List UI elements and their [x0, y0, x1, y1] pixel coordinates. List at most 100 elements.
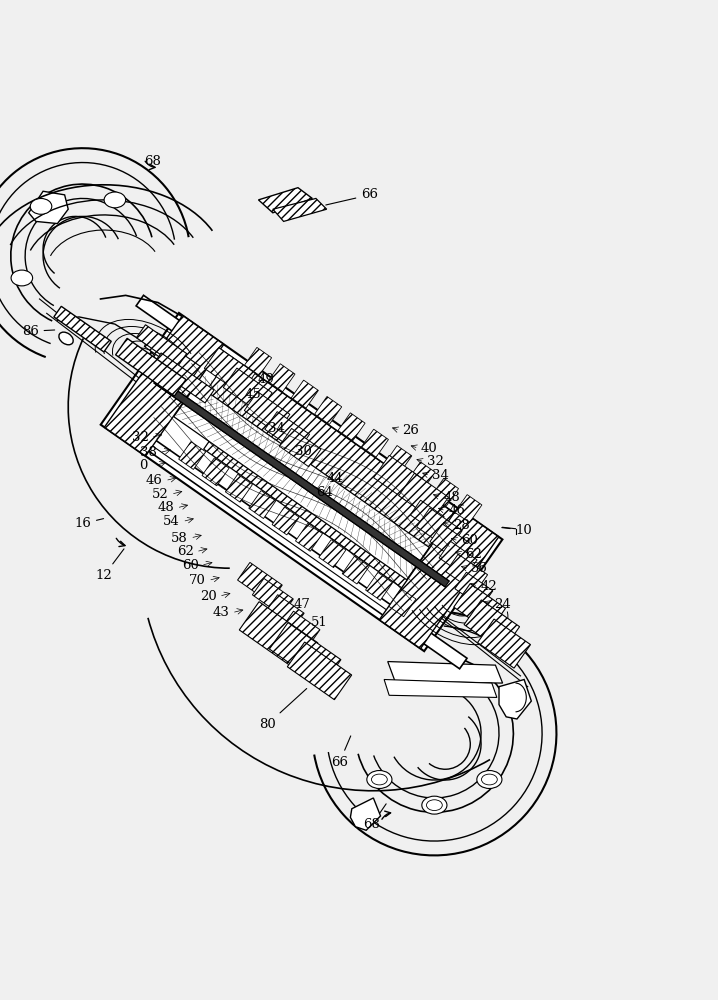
Polygon shape [365, 572, 393, 600]
Text: 48: 48 [157, 501, 174, 514]
Polygon shape [319, 540, 346, 568]
Ellipse shape [426, 800, 442, 811]
Polygon shape [136, 432, 467, 669]
Polygon shape [273, 198, 327, 221]
Polygon shape [292, 380, 318, 408]
Text: 48: 48 [443, 491, 460, 504]
Polygon shape [258, 188, 312, 213]
Text: 28: 28 [453, 519, 470, 532]
Polygon shape [287, 642, 352, 700]
Polygon shape [410, 500, 444, 531]
Text: 49: 49 [257, 373, 274, 386]
Polygon shape [350, 798, 381, 830]
Ellipse shape [30, 198, 52, 214]
Polygon shape [283, 611, 320, 644]
Polygon shape [477, 619, 531, 668]
Polygon shape [174, 384, 429, 580]
Text: 62: 62 [177, 545, 194, 558]
Polygon shape [223, 368, 272, 412]
Polygon shape [248, 491, 276, 519]
Polygon shape [384, 680, 497, 697]
Text: 40: 40 [421, 442, 438, 455]
Text: 51: 51 [311, 616, 328, 629]
Polygon shape [225, 474, 253, 502]
Text: 26: 26 [402, 424, 419, 437]
Polygon shape [136, 295, 467, 532]
Ellipse shape [482, 774, 498, 785]
Ellipse shape [477, 771, 502, 788]
Polygon shape [446, 554, 488, 592]
Polygon shape [179, 442, 206, 469]
Text: 60: 60 [461, 534, 478, 547]
Polygon shape [439, 541, 477, 576]
Text: 34: 34 [268, 422, 285, 435]
Text: 16: 16 [74, 517, 103, 530]
Polygon shape [238, 562, 282, 603]
Ellipse shape [422, 796, 447, 814]
Text: 58: 58 [171, 532, 188, 545]
Polygon shape [29, 191, 68, 224]
Polygon shape [314, 396, 342, 424]
Text: 34: 34 [432, 469, 449, 482]
Text: 52: 52 [151, 488, 169, 501]
Text: 66: 66 [326, 188, 378, 205]
Text: 62: 62 [465, 548, 482, 561]
Text: 12: 12 [95, 549, 124, 582]
Ellipse shape [371, 774, 387, 785]
Text: 42: 42 [480, 580, 498, 593]
Polygon shape [432, 478, 459, 506]
Polygon shape [408, 462, 435, 490]
Text: 54: 54 [163, 515, 180, 528]
Polygon shape [205, 348, 255, 394]
Polygon shape [416, 508, 462, 549]
Ellipse shape [11, 270, 32, 286]
Polygon shape [267, 595, 304, 628]
Text: 66: 66 [331, 736, 350, 769]
Text: 47: 47 [293, 598, 310, 611]
Text: 30: 30 [295, 445, 312, 458]
Polygon shape [101, 313, 503, 651]
Polygon shape [268, 364, 295, 392]
Polygon shape [398, 473, 449, 520]
Text: 86: 86 [22, 325, 55, 338]
Polygon shape [252, 578, 294, 615]
Polygon shape [204, 411, 457, 608]
Text: 68: 68 [144, 155, 162, 168]
Text: 32: 32 [131, 431, 149, 444]
Ellipse shape [367, 771, 392, 788]
Text: 60: 60 [182, 559, 199, 572]
Polygon shape [152, 353, 214, 403]
Polygon shape [204, 356, 457, 553]
Polygon shape [373, 455, 424, 502]
Text: 56: 56 [471, 562, 488, 575]
Polygon shape [499, 680, 531, 719]
Polygon shape [361, 429, 388, 457]
Text: 44: 44 [327, 472, 344, 485]
Polygon shape [104, 315, 224, 456]
Polygon shape [116, 338, 186, 396]
Polygon shape [379, 508, 499, 649]
Polygon shape [464, 600, 520, 651]
Polygon shape [454, 495, 482, 523]
Polygon shape [136, 325, 187, 367]
Polygon shape [144, 333, 200, 379]
Text: 45: 45 [244, 388, 261, 401]
Polygon shape [239, 602, 318, 671]
Text: 43: 43 [213, 606, 230, 619]
Polygon shape [202, 458, 229, 486]
Polygon shape [269, 623, 341, 686]
Polygon shape [245, 347, 271, 375]
Text: 32: 32 [426, 455, 444, 468]
Text: 64: 64 [316, 486, 333, 499]
Text: 46: 46 [146, 474, 163, 487]
Polygon shape [244, 392, 290, 433]
Polygon shape [338, 413, 365, 441]
Polygon shape [385, 446, 412, 474]
Polygon shape [296, 523, 322, 551]
Text: 24: 24 [494, 598, 511, 611]
Polygon shape [154, 377, 449, 587]
Polygon shape [54, 306, 111, 352]
Polygon shape [342, 556, 369, 584]
Polygon shape [430, 524, 472, 562]
Polygon shape [389, 589, 416, 617]
